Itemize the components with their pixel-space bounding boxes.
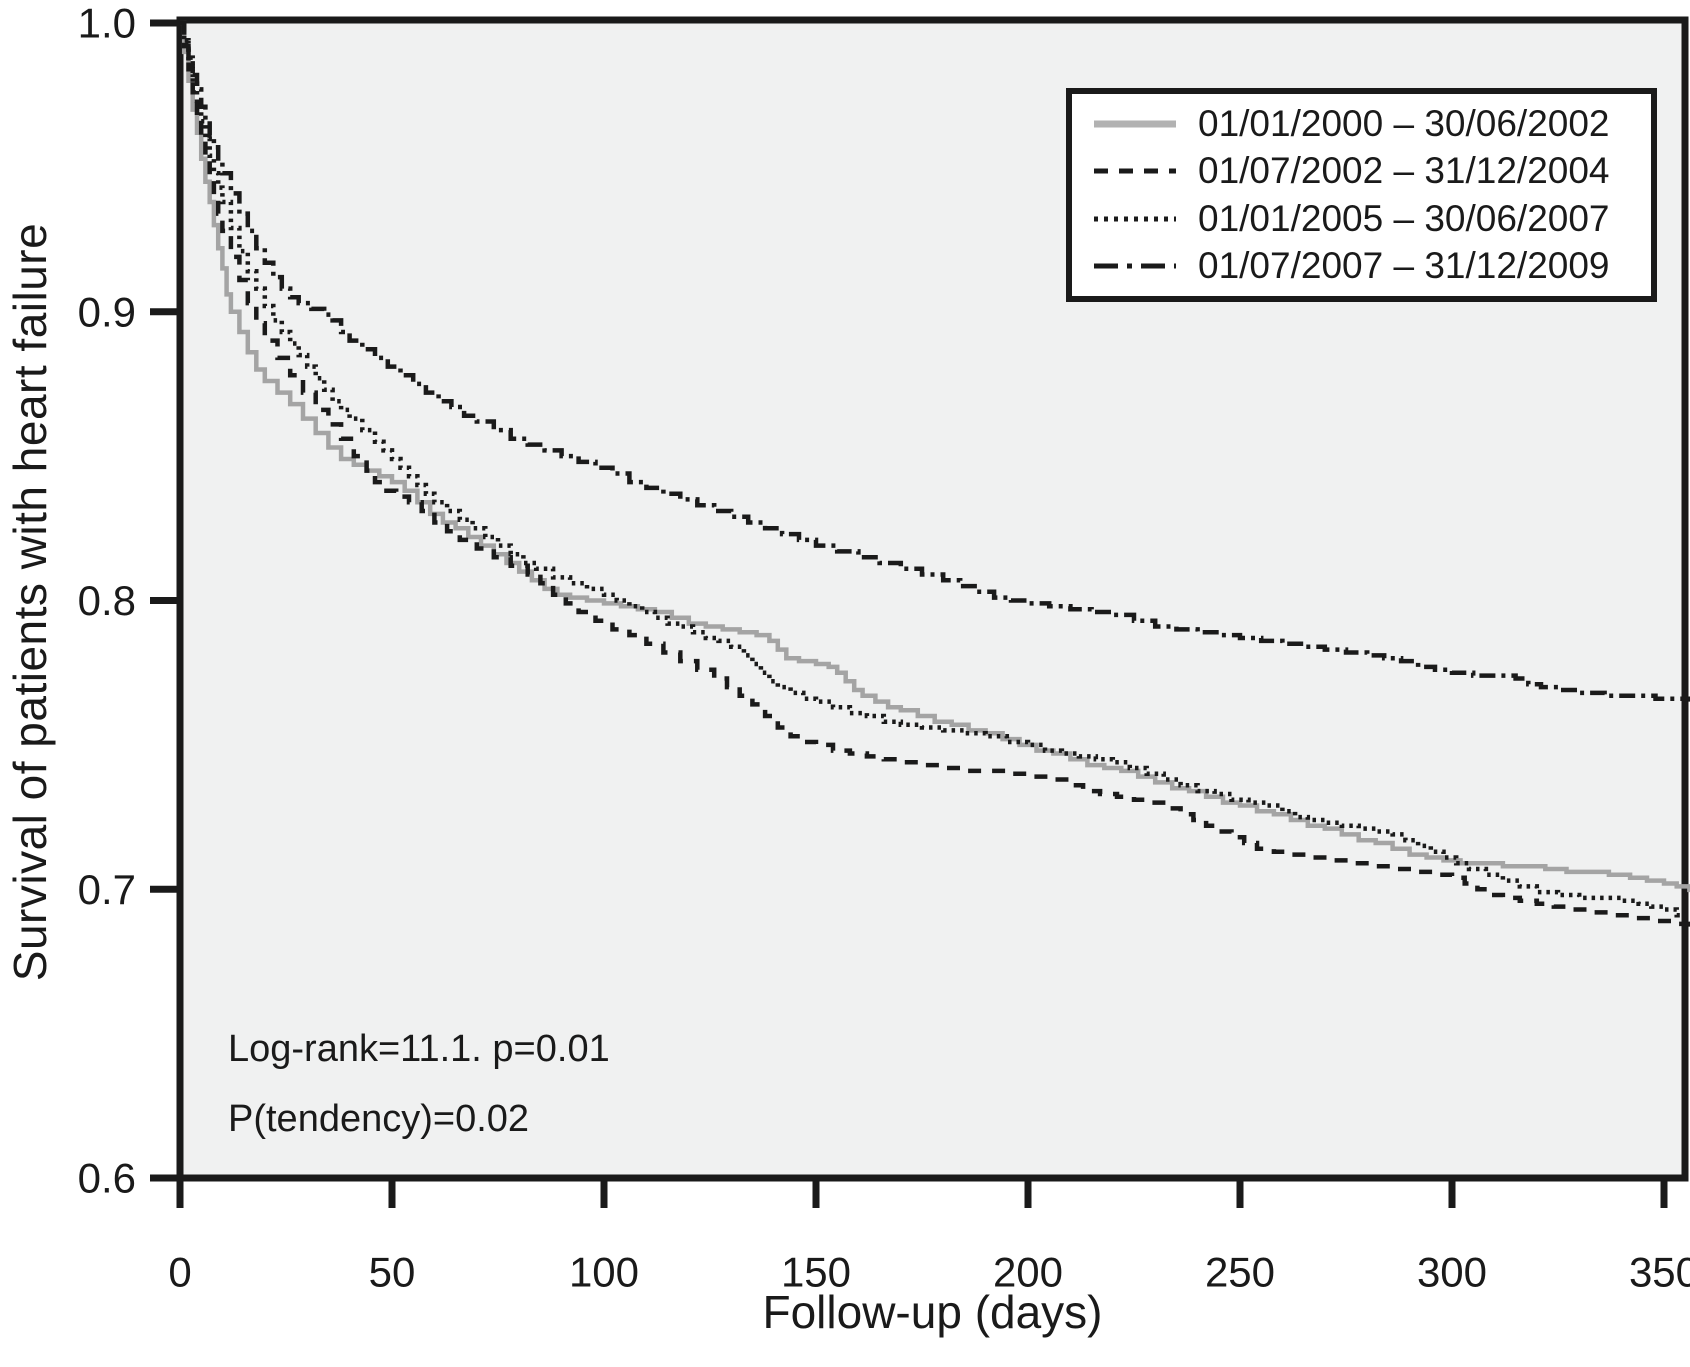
- curve-series-0-solid: [180, 20, 1690, 893]
- legend-item-label: 01/01/2000 – 30/06/2002: [1198, 102, 1610, 144]
- legend-line-sample-dashed: [1094, 168, 1176, 174]
- curve-series-2-dotted: [180, 20, 1690, 919]
- x-tick-label: 200: [993, 1248, 1063, 1295]
- legend-item-label: 01/07/2007 – 31/12/2009: [1198, 245, 1610, 287]
- legend-line-sample-solid: [1094, 120, 1176, 128]
- curve-series-1-dashed: [180, 20, 1690, 927]
- x-tick-label: 300: [1417, 1248, 1487, 1295]
- legend-line-sample-dashdot: [1094, 263, 1176, 269]
- x-tick-label: 0: [168, 1248, 191, 1295]
- stat-annotation-logrank: Log-rank=11.1. p=0.01: [228, 1028, 610, 1070]
- legend-item: 01/07/2007 – 31/12/2009: [1094, 243, 1651, 289]
- legend-item-label: 01/01/2005 – 30/06/2007: [1198, 197, 1610, 239]
- y-tick-label: 0.9: [78, 288, 136, 335]
- x-axis-title: Follow-up (days): [762, 1286, 1103, 1338]
- x-tick-label: 350: [1629, 1248, 1690, 1295]
- curve-series-3-dashdot: [180, 20, 1690, 702]
- legend-box: 01/01/2000 – 30/06/2002 01/07/2002 – 31/1…: [1066, 88, 1657, 302]
- legend-item-label: 01/07/2002 – 31/12/2004: [1198, 150, 1610, 192]
- legend-item: 01/01/2005 – 30/06/2007: [1094, 196, 1651, 242]
- x-tick-label: 100: [569, 1248, 639, 1295]
- stat-annotation-ptendency: P(tendency)=0.02: [228, 1098, 530, 1140]
- x-tick-label: 150: [781, 1248, 851, 1295]
- y-tick-label: 1.0: [78, 0, 136, 47]
- y-tick-label: 0.8: [78, 577, 136, 624]
- y-tick-label: 0.6: [78, 1155, 136, 1202]
- legend-line-sample-dotted: [1094, 216, 1176, 222]
- legend-item: 01/01/2000 – 30/06/2002: [1094, 101, 1651, 147]
- x-tick-label: 50: [369, 1248, 416, 1295]
- y-axis-title: Survival of patients with heart failure: [4, 222, 56, 982]
- x-tick-label: 250: [1205, 1248, 1275, 1295]
- y-tick-label: 0.7: [78, 866, 136, 913]
- legend-item: 01/07/2002 – 31/12/2004: [1094, 148, 1651, 194]
